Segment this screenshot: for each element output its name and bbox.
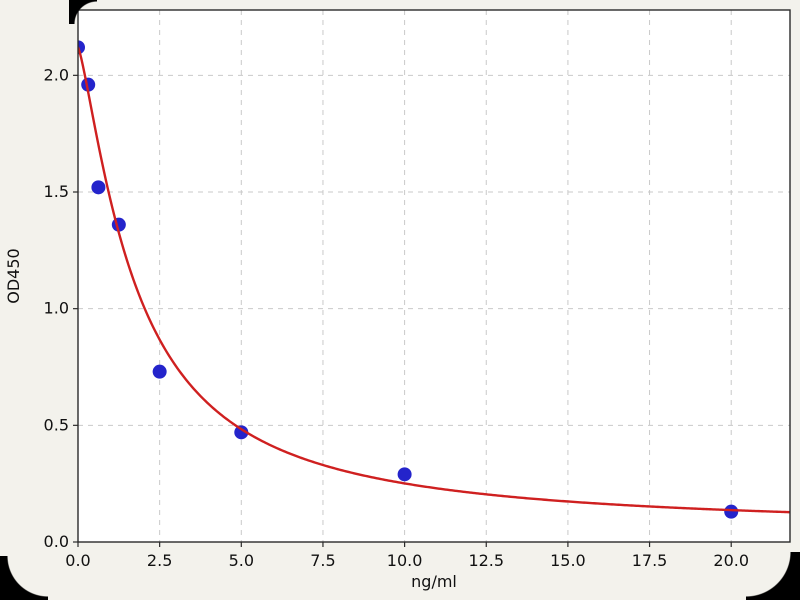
y-tick-label: 0.5 — [44, 415, 69, 434]
plot-area — [78, 10, 790, 542]
x-axis-label: ng/ml — [411, 572, 457, 591]
data-point — [234, 425, 249, 440]
x-tick-label: 5.0 — [229, 551, 254, 570]
data-point — [397, 467, 412, 482]
x-tick-label: 20.0 — [713, 551, 749, 570]
x-tick-label: 12.5 — [468, 551, 504, 570]
y-tick-label: 1.0 — [44, 299, 69, 318]
x-tick-label: 2.5 — [147, 551, 172, 570]
data-layer — [78, 40, 790, 519]
y-tick-label: 1.5 — [44, 182, 69, 201]
y-tick-label: 2.0 — [44, 65, 69, 84]
data-point — [91, 180, 106, 195]
photo-corner-top-left — [69, 0, 97, 24]
y-tick-label: 0.0 — [44, 532, 69, 551]
photo-corner-bottom-right — [746, 552, 800, 600]
y-axis-label: OD450 — [4, 248, 23, 304]
x-tick-label: 7.5 — [310, 551, 335, 570]
x-tick-label: 10.0 — [387, 551, 423, 570]
photo-corner-bottom-left — [0, 556, 48, 600]
data-point — [81, 77, 96, 92]
axes-frame — [77, 9, 791, 543]
fit-curve — [78, 46, 790, 514]
data-point — [152, 364, 167, 379]
x-tick-label: 0.0 — [65, 551, 90, 570]
x-tick-label: 15.0 — [550, 551, 586, 570]
x-tick-label: 17.5 — [632, 551, 668, 570]
data-point — [724, 504, 739, 519]
